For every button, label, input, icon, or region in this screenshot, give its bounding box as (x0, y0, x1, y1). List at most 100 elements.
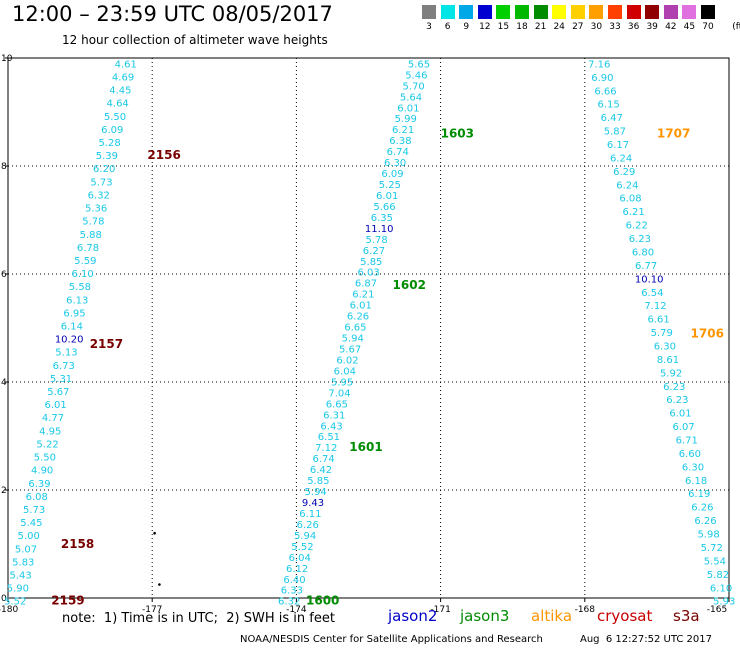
wave-height-value: 6.01 (350, 301, 372, 312)
wave-height-value: 5.90 (7, 584, 29, 595)
wave-height-value: 6.66 (594, 86, 616, 97)
wave-height-value: 5.58 (69, 282, 91, 293)
x-tick-label: -171 (430, 605, 450, 615)
wave-height-value: 5.65 (408, 59, 430, 70)
wave-height-value: 7.04 (328, 388, 350, 399)
wave-height-value: 6.95 (63, 308, 85, 319)
pass-number-label: 1603 (441, 127, 474, 141)
wave-height-value: 10.10 (635, 274, 664, 285)
wave-height-value: 10.20 (55, 335, 84, 346)
wave-height-value: 5.99 (395, 114, 417, 125)
legend-swatch-label: 36 (627, 22, 640, 32)
page-subtitle: 12 hour collection of altimeter wave hei… (62, 33, 328, 47)
legend-swatch-label: 9 (463, 22, 470, 32)
legend-unit: (ft) (732, 22, 740, 32)
wave-height-value: 5.43 (9, 570, 31, 581)
wave-height-value: 5.87 (604, 127, 626, 138)
wave-height-value: 6.78 (77, 243, 99, 254)
map-border (7, 57, 730, 599)
pass-number-label: 2156 (147, 148, 180, 162)
y-tick-label: 0 (1, 594, 7, 604)
wave-height-value: 5.95 (331, 377, 353, 388)
wave-height-value: 6.08 (619, 194, 641, 205)
wave-height-value: 5.39 (96, 151, 118, 162)
island-dot (158, 583, 161, 586)
wave-height-value: 6.19 (688, 489, 710, 500)
legend-swatch (682, 5, 697, 19)
wave-height-value: 6.21 (352, 290, 374, 301)
wave-height-value: 5.67 (47, 387, 69, 398)
wave-height-value: 6.01 (376, 191, 398, 202)
y-tick-label: 2 (1, 486, 7, 496)
wave-height-value: 5.07 (15, 544, 37, 555)
wave-height-value: 5.45 (20, 518, 42, 529)
pass-number-label: 2158 (61, 537, 94, 551)
wave-height-value: 6.22 (626, 221, 648, 232)
legend-swatch-label: 18 (516, 22, 528, 32)
wave-height-value: 4.61 (115, 59, 137, 70)
wave-height-value: 5.66 (373, 202, 395, 213)
wave-height-value: 5.98 (697, 530, 719, 541)
wave-height-value: 6.23 (629, 234, 651, 245)
satellite-name-jason3: jason3 (460, 607, 510, 625)
wave-height-value: 5.88 (80, 230, 102, 241)
wave-height-value: 6.17 (607, 140, 629, 151)
footer-note: note: 1) Time is in UTC; 2) SWH is in fe… (62, 611, 335, 626)
wave-height-value: 7.16 (588, 59, 610, 70)
legend-swatch (701, 5, 715, 19)
wave-height-value: 6.10 (71, 269, 93, 280)
legend-swatch-label: 33 (609, 22, 621, 32)
wave-height-value: 4.95 (39, 426, 61, 437)
legend-swatch-label: 24 (553, 22, 565, 32)
legend-swatch-label: 42 (665, 22, 677, 32)
wave-height-value: 5.83 (12, 557, 34, 568)
wave-height-value: 6.80 (632, 247, 654, 258)
wave-height-value: 7.12 (315, 443, 337, 454)
wave-height-value: 6.26 (347, 312, 369, 323)
wave-height-value: 6.26 (691, 503, 713, 514)
land-dots (153, 531, 161, 586)
wave-height-value: 6.09 (381, 169, 403, 180)
page-title: 12:00 – 23:59 UTC 08/05/2017 (12, 2, 333, 26)
satellite-tracks: 5.52 5.90 5.43 5.83 5.07 5.00 5.45 5.73 6.08 6.39… (4, 59, 735, 607)
wave-height-value: 6.54 (641, 288, 663, 299)
wave-height-value: 5.52 (4, 597, 26, 608)
island-dot (153, 531, 156, 535)
x-tick-label: -168 (575, 605, 596, 615)
wave-height-value: 5.22 (36, 439, 58, 450)
satellite-name-jason2: jason2 (388, 607, 438, 625)
jason3-track: 6.326.336.406.126.045.525.946.266.119.43… (278, 59, 430, 607)
wave-height-value: 6.61 (647, 315, 669, 326)
pass-number-label: 2157 (90, 337, 123, 351)
wave-height-value: 6.26 (297, 520, 319, 531)
pass-number-label: 2159 (51, 594, 84, 608)
wave-height-value: 5.72 (701, 543, 723, 554)
wave-height-value: 5.50 (34, 453, 56, 464)
wave-height-value: 5.64 (400, 92, 422, 103)
wave-height-value: 6.01 (45, 400, 67, 411)
wave-height-value: 6.27 (363, 246, 385, 257)
wave-height-value: 9.43 (302, 498, 324, 509)
legend-swatch (663, 5, 678, 19)
wave-height-value: 6.08 (26, 492, 48, 503)
map-frame (7, 57, 730, 599)
wave-height-value: 5.67 (339, 344, 361, 355)
wave-height-value: 6.09 (101, 125, 123, 136)
wave-height-value: 6.07 (672, 422, 694, 433)
wave-height-value: 6.23 (666, 395, 688, 406)
wave-height-value: 4.90 (31, 466, 53, 477)
wave-height-value: 5.73 (90, 177, 112, 188)
wave-height-value: 6.30 (384, 158, 406, 169)
wave-height-value: 5.46 (405, 70, 427, 81)
wave-height-value: 6.77 (635, 261, 657, 272)
wave-height-value: 6.21 (622, 207, 644, 218)
wave-height-value: 5.92 (660, 368, 682, 379)
legend-swatch (459, 5, 474, 19)
wave-height-value: 6.23 (663, 382, 685, 393)
pass-number-label: 1600 (306, 594, 339, 608)
wave-height-value: 5.78 (365, 235, 387, 246)
legend-swatch (626, 5, 641, 19)
wave-height-value: 5.82 (707, 570, 729, 581)
wave-height-value: 5.59 (74, 256, 96, 267)
wave-height-value: 5.78 (82, 217, 104, 228)
